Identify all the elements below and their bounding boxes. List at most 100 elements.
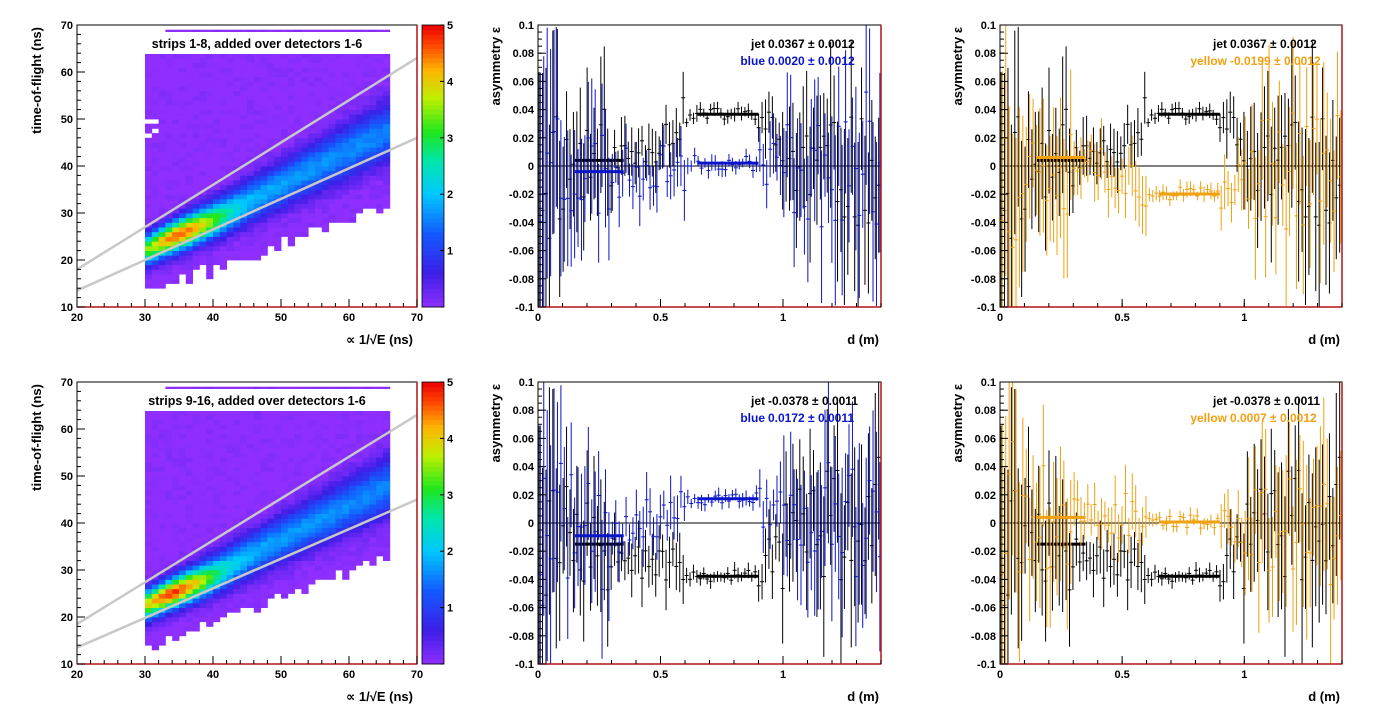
heatmap-cell	[185, 612, 193, 618]
heatmap-cell	[158, 508, 166, 514]
heatmap-cell	[328, 494, 336, 500]
heatmap-cell	[151, 231, 159, 237]
palette-bin	[422, 631, 444, 637]
heatmap-cell	[240, 231, 248, 237]
heatmap-cell	[145, 621, 153, 627]
heatmap-cell	[342, 213, 350, 219]
heatmap-cell	[274, 555, 282, 561]
heatmap-cell	[294, 424, 302, 430]
heatmap-cell	[199, 151, 207, 157]
heatmap-cell	[247, 466, 255, 472]
heatmap-cell	[165, 142, 173, 148]
heatmap-cell	[158, 555, 166, 561]
heatmap-cell	[158, 518, 166, 524]
heatmap-cell	[206, 508, 214, 514]
heatmap-cell	[219, 104, 227, 110]
heatmap-cell	[226, 198, 234, 204]
heatmap-cell	[328, 119, 336, 125]
heatmap-cell	[301, 565, 309, 571]
heatmap-cell	[328, 198, 336, 204]
x-tick-label: 30	[139, 669, 151, 681]
heatmap-cell	[240, 602, 248, 608]
heatmap-cell	[172, 579, 180, 585]
heatmap-cell	[321, 104, 329, 110]
heatmap-cell	[383, 53, 391, 59]
heatmap-cell	[260, 245, 268, 251]
palette-bin	[422, 57, 444, 64]
blue-series	[538, 382, 881, 664]
heatmap-cell	[206, 518, 214, 524]
heatmap-cell	[151, 635, 159, 641]
heatmap-cell	[151, 560, 159, 566]
heatmap-cell	[199, 523, 207, 529]
heatmap-cell	[308, 166, 316, 172]
heatmap-cell	[247, 250, 255, 256]
heatmap-cell	[349, 551, 357, 557]
heatmap-cell	[192, 584, 200, 590]
heatmap-cell	[362, 180, 370, 186]
heatmap-cell	[287, 128, 295, 134]
heatmap-cell	[349, 208, 357, 214]
heatmap-cell	[192, 161, 200, 167]
heatmap-cell	[158, 621, 166, 627]
title-box	[109, 32, 405, 54]
heatmap-cell	[267, 241, 275, 247]
heatmap-cell	[281, 142, 289, 148]
heatmap-cell	[301, 537, 309, 543]
heatmap-cell	[335, 62, 343, 68]
heatmap-cell	[233, 175, 241, 181]
heatmap-cell	[199, 128, 207, 134]
heatmap-cell	[172, 485, 180, 491]
heatmap-cell	[145, 635, 153, 641]
heatmap-cell	[308, 175, 316, 181]
heatmap-cell	[185, 67, 193, 73]
heatmap-cell	[165, 494, 173, 500]
heatmap-cell	[267, 466, 275, 472]
heatmap-cell	[321, 208, 329, 214]
heatmap-cell	[253, 53, 261, 59]
heatmap-cell	[376, 443, 384, 449]
heatmap-cell	[233, 250, 241, 256]
heatmap-cell	[158, 626, 166, 632]
heatmap-cell	[145, 414, 153, 420]
heatmap-cell	[145, 537, 153, 543]
heatmap-cell	[383, 457, 391, 463]
heatmap-cell	[219, 194, 227, 200]
heatmap-cell	[179, 447, 187, 453]
heatmap-cell	[335, 541, 343, 547]
heatmap-cell	[308, 508, 316, 514]
heatmap-cell	[233, 241, 241, 247]
heatmap-cell	[226, 480, 234, 486]
heatmap-cell	[192, 217, 200, 223]
heatmap-cell	[376, 438, 384, 444]
heatmap-cell	[158, 546, 166, 552]
heatmap-cell	[233, 527, 241, 533]
heatmap-cell	[145, 631, 153, 637]
heatmap-cell	[328, 480, 336, 486]
heatmap-cell	[369, 466, 377, 472]
heatmap-cell	[287, 236, 295, 242]
heatmap-cell	[213, 443, 221, 449]
heatmap-cell	[274, 245, 282, 251]
heatmap-cell	[179, 504, 187, 510]
heatmap-cell	[233, 419, 241, 425]
heatmap-cell	[206, 438, 214, 444]
heatmap-cell	[335, 499, 343, 505]
heatmap-cell	[362, 100, 370, 106]
heatmap-cell	[315, 457, 323, 463]
heatmap-cell	[199, 537, 207, 543]
heatmap-cell	[233, 208, 241, 214]
heatmap-cell	[328, 81, 336, 87]
heatmap-cell	[192, 184, 200, 190]
heatmap-cell	[301, 574, 309, 580]
heatmap-cell	[185, 410, 193, 416]
heatmap-cell	[165, 274, 173, 280]
heatmap-cell	[158, 180, 166, 186]
heatmap-cell	[179, 81, 187, 87]
heatmap-cell	[274, 95, 282, 101]
heatmap-cell	[308, 438, 316, 444]
heatmap-cell	[253, 180, 261, 186]
heatmap-cell	[328, 161, 336, 167]
palette-bin	[422, 584, 444, 590]
heatmap-cell	[349, 504, 357, 510]
